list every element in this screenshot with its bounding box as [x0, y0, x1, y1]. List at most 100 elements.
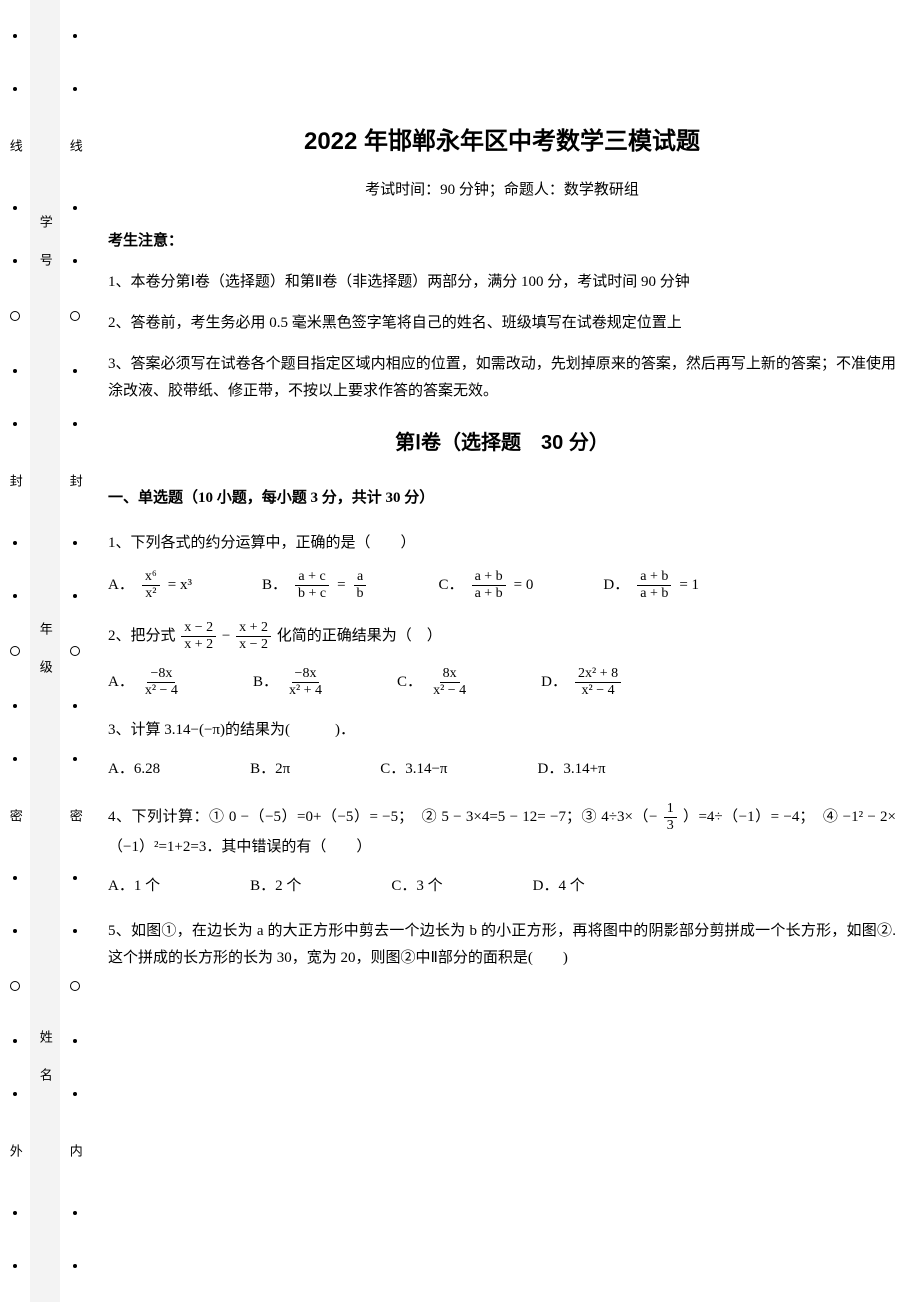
question-1: 1、下列各式的约分运算中，正确的是（ ） A． x⁶ x² = x³ B． a …	[108, 530, 896, 602]
binding-dot	[13, 1092, 17, 1096]
option-a: A． x⁶ x² = x³	[108, 569, 192, 602]
stem-pre: 4、下列计算：① 0 −（−5）=0+（−5）= −5； ② 5 − 3×4=5…	[108, 809, 657, 825]
question-stem: 5、如图①，在边长为 a 的大正方形中剪去一个边长为 b 的小正方形，再将图中的…	[108, 918, 896, 972]
binding-dot	[13, 876, 17, 880]
option-c: C．3.14−π	[380, 756, 447, 783]
binding-dot	[73, 34, 77, 38]
fraction: a b	[354, 569, 367, 602]
frac-num: −8x	[147, 666, 175, 683]
binding-dot	[13, 541, 17, 545]
question-options: A． x⁶ x² = x³ B． a + c b + c = a b C．	[108, 569, 896, 602]
question-stem: 1、下列各式的约分运算中，正确的是（ ）	[108, 530, 896, 557]
frac-num: a + b	[472, 569, 506, 586]
binding-dot	[13, 929, 17, 933]
binding-dot	[73, 541, 77, 545]
binding-outer-label: 外	[3, 1144, 26, 1163]
option-d: D． 2x² + 8 x² − 4	[541, 666, 623, 699]
option-b: B． −8x x² + 4	[253, 666, 327, 699]
stem-pre: 2、把分式	[108, 628, 176, 644]
question-stem: 3、计算 3.14−(−π)的结果为( )．	[108, 717, 896, 744]
binding-circle	[10, 646, 20, 656]
binding-dot	[13, 87, 17, 91]
frac-num: a	[354, 569, 366, 586]
question-4: 4、下列计算：① 0 −（−5）=0+（−5）= −5； ② 5 − 3×4=5…	[108, 801, 896, 900]
fraction: a + b a + b	[637, 569, 671, 602]
frac-num: −8x	[292, 666, 320, 683]
option-b: B． a + c b + c = a b	[262, 569, 369, 602]
page-subtitle: 考试时间：90 分钟；命题人：数学教研组	[108, 177, 896, 204]
question-5: 5、如图①，在边长为 a 的大正方形中剪去一个边长为 b 的小正方形，再将图中的…	[108, 918, 896, 972]
binding-dot	[73, 1092, 77, 1096]
fraction: x + 2 x − 2	[236, 620, 271, 653]
frac-den: x − 2	[236, 637, 271, 653]
frac-den: a + b	[472, 586, 506, 602]
frac-den: x²	[142, 586, 159, 602]
notice-heading: 考生注意：	[108, 228, 896, 255]
option-a: A．6.28	[108, 756, 160, 783]
notice-item: 3、答案必须写在试卷各个题目指定区域内相应的位置，如需改动，先划掉原来的答案，然…	[108, 351, 896, 405]
option-a: A． −8x x² − 4	[108, 666, 183, 699]
fraction: a + c b + c	[295, 569, 329, 602]
binding-outer-label: 密	[3, 809, 26, 828]
stem-post: 化简的正确结果为（ ）	[277, 628, 442, 644]
fraction: 1 3	[664, 801, 677, 834]
option-d: D．3.14+π	[537, 756, 605, 783]
expr: = 1	[679, 572, 699, 599]
binding-area: 线 封 密 外 学 号 年 级 姓 名 线 封	[0, 0, 100, 1302]
notice-item: 2、答卷前，考生务必用 0.5 毫米黑色签字笔将自己的姓名、班级填写在试卷规定位…	[108, 310, 896, 337]
question-options: A． −8x x² − 4 B． −8x x² + 4 C． 8x x² − 4…	[108, 666, 896, 699]
frac-den: a + b	[637, 586, 671, 602]
question-options: A．6.28 B．2π C．3.14−π D．3.14+π	[108, 756, 896, 783]
binding-dot	[73, 1211, 77, 1215]
page-title: 2022 年邯郸永年区中考数学三模试题	[108, 120, 896, 163]
binding-dot	[73, 87, 77, 91]
binding-circle	[70, 981, 80, 991]
binding-dot	[73, 422, 77, 426]
expr: = x³	[168, 572, 192, 599]
binding-dot	[13, 1211, 17, 1215]
fraction: 2x² + 8 x² − 4	[575, 666, 621, 699]
binding-dot	[73, 929, 77, 933]
binding-dot	[13, 206, 17, 210]
group-title: 一、单选题（10 小题，每小题 3 分，共计 30 分）	[108, 485, 896, 512]
binding-dot	[13, 422, 17, 426]
binding-dot	[13, 757, 17, 761]
question-options: A．1 个 B．2 个 C．3 个 D．4 个	[108, 873, 896, 900]
frac-den: x² + 4	[286, 683, 325, 699]
binding-dot	[73, 704, 77, 708]
binding-circle	[10, 981, 20, 991]
option-c: C．3 个	[391, 873, 442, 900]
fraction: −8x x² − 4	[142, 666, 181, 699]
fraction: x − 2 x + 2	[181, 620, 216, 653]
fraction: 8x x² − 4	[430, 666, 469, 699]
binding-field-label: 学 号	[33, 215, 56, 272]
frac-num: x⁶	[142, 569, 160, 586]
frac-num: 2x² + 8	[575, 666, 621, 683]
frac-den: b + c	[295, 586, 329, 602]
option-b: B．2π	[250, 756, 290, 783]
binding-dot	[73, 1039, 77, 1043]
frac-num: a + b	[637, 569, 671, 586]
binding-field-label: 姓 名	[33, 1030, 56, 1087]
frac-den: 3	[664, 818, 677, 834]
frac-den: x² − 4	[430, 683, 469, 699]
binding-outer-col: 线 封 密 外	[0, 0, 30, 1302]
fraction: a + b a + b	[472, 569, 506, 602]
binding-circle	[70, 311, 80, 321]
question-stem: 2、把分式 x − 2 x + 2 − x + 2 x − 2 化简的正确结果为…	[108, 620, 896, 653]
binding-dot	[73, 206, 77, 210]
frac-num: 8x	[440, 666, 460, 683]
fraction: −8x x² + 4	[286, 666, 325, 699]
frac-num: x + 2	[236, 620, 271, 637]
notice-item: 1、本卷分第Ⅰ卷（选择题）和第Ⅱ卷（非选择题）两部分，满分 100 分，考试时间…	[108, 269, 896, 296]
page-content: 2022 年邯郸永年区中考数学三模试题 考试时间：90 分钟；命题人：数学教研组…	[108, 20, 896, 1282]
binding-dot	[13, 704, 17, 708]
option-c: C． a + b a + b = 0	[439, 569, 534, 602]
binding-dot	[13, 34, 17, 38]
binding-middle-col: 学 号 年 级 姓 名	[30, 0, 60, 1302]
binding-circle	[10, 311, 20, 321]
binding-dot	[73, 876, 77, 880]
question-stem: 4、下列计算：① 0 −（−5）=0+（−5）= −5； ② 5 − 3×4=5…	[108, 801, 896, 861]
frac-den: x + 2	[181, 637, 216, 653]
binding-outer-label: 线	[3, 139, 26, 158]
